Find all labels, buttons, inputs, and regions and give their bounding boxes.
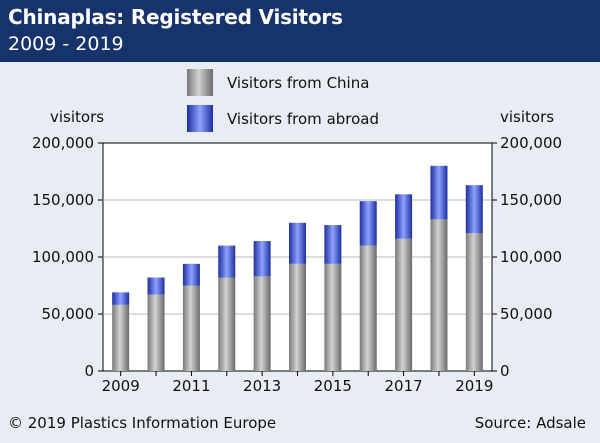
bar-china-2018 bbox=[430, 219, 448, 371]
bar-china-2019 bbox=[465, 233, 483, 371]
bar-abroad-2011 bbox=[182, 263, 200, 286]
y-tick-label-left: 150,000 bbox=[32, 191, 94, 209]
header-bar: Chinaplas: Registered Visitors 2009 - 20… bbox=[0, 0, 600, 62]
y-tick-label-left: 0 bbox=[84, 362, 94, 380]
x-tick-label: 2019 bbox=[455, 377, 493, 395]
legend-swatch-abroad bbox=[187, 105, 213, 132]
bar-china-2013 bbox=[253, 276, 271, 371]
bar-abroad-2012 bbox=[218, 245, 236, 278]
bar-abroad-2019 bbox=[465, 185, 483, 234]
bar-china-2012 bbox=[218, 277, 236, 371]
bar-china-2016 bbox=[359, 245, 377, 371]
bar-china-2011 bbox=[182, 285, 200, 371]
x-axis: 2009 2011 2013 2015 2017 2019 bbox=[102, 371, 493, 395]
y-axis-left: 0 50,000 100,000 150,000 200,000 bbox=[32, 134, 103, 380]
bar-china-2017 bbox=[395, 238, 413, 371]
bar-abroad-2014 bbox=[289, 222, 306, 264]
y-axis-unit-left: visitors bbox=[50, 108, 104, 126]
y-axis-right: 0 50,000 100,000 150,000 200,000 bbox=[492, 134, 562, 380]
bar-china-2009 bbox=[112, 304, 130, 371]
x-tick-label: 2015 bbox=[314, 377, 352, 395]
y-tick-label-right: 0 bbox=[500, 362, 510, 380]
copyright-text: © 2019 Plastics Information Europe bbox=[8, 414, 277, 432]
chart-subtitle: 2009 - 2019 bbox=[8, 33, 124, 55]
bar-china-2014 bbox=[289, 263, 306, 371]
y-tick-label-right: 100,000 bbox=[500, 248, 562, 266]
chart-title: Chinaplas: Registered Visitors bbox=[8, 5, 343, 29]
y-axis-unit-right: visitors bbox=[500, 108, 554, 126]
y-tick-label-left: 200,000 bbox=[32, 134, 94, 152]
source-text: Source: Adsale bbox=[474, 414, 586, 432]
bar-abroad-2017 bbox=[395, 194, 413, 239]
bar-china-2010 bbox=[147, 294, 165, 371]
x-tick-label: 2011 bbox=[172, 377, 210, 395]
x-tick-label: 2009 bbox=[102, 377, 140, 395]
legend-label-china: Visitors from China bbox=[227, 74, 369, 92]
legend-swatch-china bbox=[187, 69, 213, 96]
bars bbox=[112, 165, 483, 371]
bar-china-2015 bbox=[324, 263, 342, 371]
legend-label-abroad: Visitors from abroad bbox=[227, 110, 379, 128]
bar-abroad-2010 bbox=[147, 277, 165, 295]
y-tick-label-right: 150,000 bbox=[500, 191, 562, 209]
bar-abroad-2015 bbox=[324, 225, 342, 264]
bar-abroad-2016 bbox=[359, 201, 377, 246]
y-tick-label-left: 100,000 bbox=[32, 248, 94, 266]
bar-abroad-2009 bbox=[112, 292, 130, 305]
y-tick-label-right: 200,000 bbox=[500, 134, 562, 152]
bar-abroad-2018 bbox=[430, 165, 448, 220]
y-tick-label-right: 50,000 bbox=[500, 305, 553, 323]
legend: Visitors from China Visitors from abroad bbox=[187, 69, 379, 132]
x-tick-label: 2017 bbox=[384, 377, 422, 395]
x-tick-label: 2013 bbox=[243, 377, 281, 395]
y-tick-label-left: 50,000 bbox=[42, 305, 95, 323]
bar-abroad-2013 bbox=[253, 241, 271, 277]
